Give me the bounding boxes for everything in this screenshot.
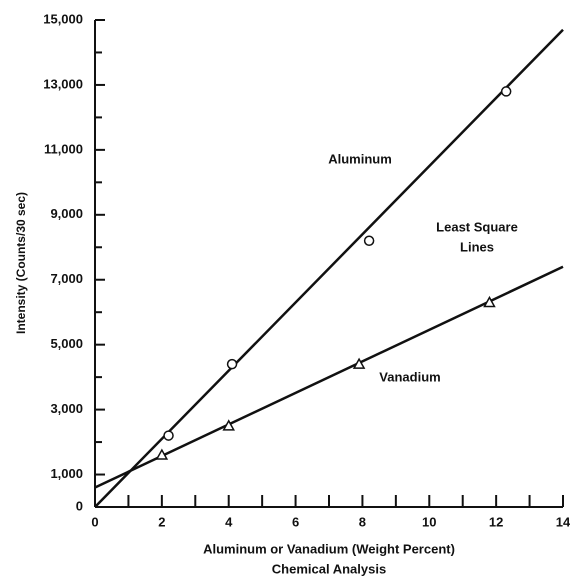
x-tick-label: 12 xyxy=(489,514,503,529)
data-point xyxy=(483,295,496,308)
data-point xyxy=(226,358,238,370)
x-axis-title: Chemical Analysis xyxy=(272,561,386,576)
fit-line xyxy=(94,28,564,508)
data-point xyxy=(155,448,169,460)
y-tick-label: 9,000 xyxy=(50,206,83,221)
x-tick-label: 14 xyxy=(556,514,570,529)
y-tick-label: 7,000 xyxy=(50,271,83,286)
x-axis-title: Aluminum or Vanadium (Weight Percent) xyxy=(203,541,455,556)
data-point xyxy=(363,235,375,247)
data-point xyxy=(352,357,366,369)
y-tick-label: 13,000 xyxy=(43,76,83,91)
y-tick-label: 11,000 xyxy=(44,141,83,156)
x-tick-label: 10 xyxy=(422,514,436,529)
y-tick-label: 3,000 xyxy=(50,401,83,416)
annotation: Lines xyxy=(460,239,494,254)
x-tick-label: 8 xyxy=(359,514,366,529)
series-label: Vanadium xyxy=(379,369,440,384)
y-tick-label: 5,000 xyxy=(50,336,83,351)
y-tick-label: 1,000 xyxy=(50,466,83,481)
x-tick-label: 0 xyxy=(91,514,98,529)
y-tick-label: 0 xyxy=(76,498,83,513)
data-point xyxy=(222,419,235,431)
x-tick-label: 6 xyxy=(292,514,299,529)
fit-line xyxy=(94,265,564,489)
x-tick-label: 4 xyxy=(225,514,233,529)
annotation: Least Square xyxy=(436,219,518,234)
y-axis-title: Intensity (Counts/30 sec) xyxy=(14,192,28,334)
data-point xyxy=(500,86,512,97)
series-label: Aluminum xyxy=(328,151,392,166)
data-point xyxy=(163,430,174,441)
y-tick-label: 15,000 xyxy=(43,11,83,26)
x-tick-label: 2 xyxy=(158,514,165,529)
